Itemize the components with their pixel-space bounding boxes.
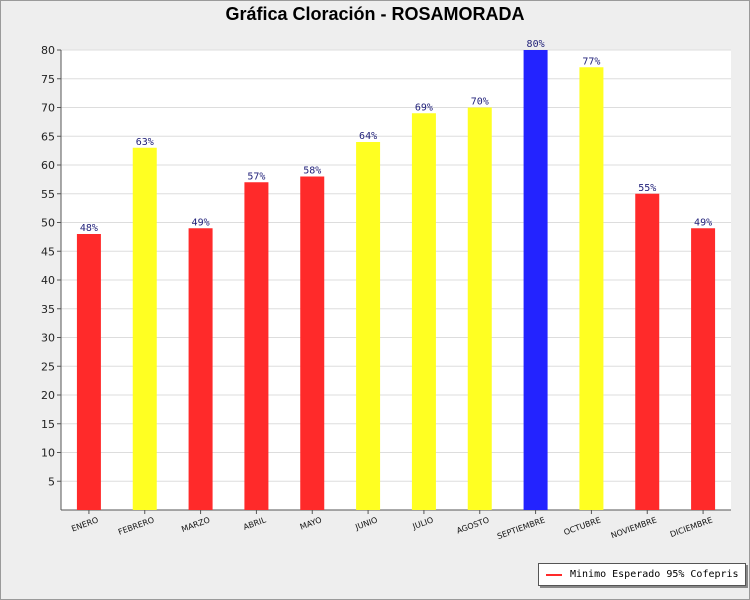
bar-marzo [188, 228, 213, 510]
y-tick-label: 65 [41, 130, 55, 143]
bar-diciembre [691, 228, 716, 510]
y-tick-label: 20 [41, 389, 55, 402]
bar-value-label: 48% [80, 223, 98, 234]
x-tick-label: JUNIO [353, 515, 378, 532]
legend-swatch [546, 573, 562, 576]
y-tick-label: 5 [48, 475, 55, 488]
legend: Minimo Esperado 95% Cofepris [538, 563, 746, 586]
y-tick-label: 40 [41, 274, 55, 287]
bar-value-label: 70% [471, 97, 489, 108]
bar-noviembre [635, 193, 660, 510]
bar-value-label: 58% [303, 166, 321, 177]
bar-value-label: 49% [694, 217, 712, 228]
chart-title: Gráfica Cloración - ROSAMORADA [225, 4, 525, 24]
bar-value-label: 57% [247, 171, 265, 182]
x-tick-label: ENERO [70, 515, 99, 533]
bar-value-label: 55% [638, 183, 656, 194]
bar-septiembre [523, 50, 548, 510]
x-tick-label: FEBRERO [117, 515, 155, 536]
y-tick-label: 25 [41, 360, 55, 373]
y-tick-label: 70 [41, 102, 55, 115]
y-tick-label: 10 [41, 447, 55, 460]
bar-julio [411, 113, 436, 510]
bar-agosto [467, 107, 492, 510]
y-tick-label: 55 [41, 188, 55, 201]
y-tick-label: 15 [41, 418, 55, 431]
bar-enero [76, 234, 101, 510]
x-tick-label: MAYO [299, 515, 323, 531]
y-tick-label: 30 [41, 332, 55, 345]
y-tick-label: 80 [41, 44, 55, 57]
bar-octubre [579, 67, 604, 510]
bar-value-label: 64% [359, 131, 377, 142]
x-tick-label: AGOSTO [455, 515, 490, 535]
bar-febrero [132, 147, 157, 510]
bar-value-label: 63% [136, 137, 154, 148]
x-tick-label: SEPTIEMBRE [496, 515, 546, 541]
x-tick-label: JULIO [411, 515, 435, 531]
bar-value-label: 69% [415, 102, 433, 113]
legend-label: Minimo Esperado 95% Cofepris [570, 569, 739, 580]
y-tick-label: 50 [41, 217, 55, 230]
bar-value-label: 77% [582, 56, 600, 67]
bar-value-label: 49% [192, 217, 210, 228]
y-tick-label: 35 [41, 303, 55, 316]
y-tick-label: 45 [41, 245, 55, 258]
y-tick-label: 60 [41, 159, 55, 172]
x-tick-label: NOVIEMBRE [610, 515, 658, 540]
bar-abril [244, 182, 269, 510]
y-tick-label: 75 [41, 73, 55, 86]
bar-value-label: 80% [527, 39, 545, 50]
bar-junio [356, 142, 381, 510]
x-tick-label: ABRIL [242, 515, 268, 532]
x-tick-label: DICIEMBRE [669, 515, 714, 539]
x-tick-label: OCTUBRE [563, 515, 602, 537]
bar-mayo [300, 176, 325, 510]
x-tick-label: MARZO [180, 515, 211, 534]
